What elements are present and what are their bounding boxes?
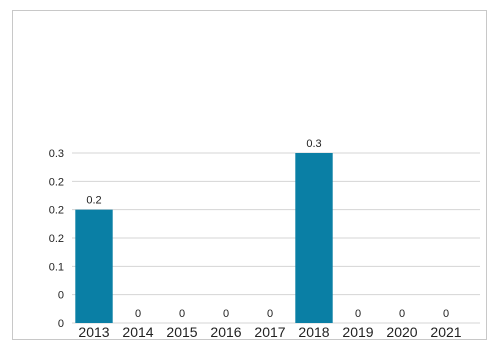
data-label-2017: 0 — [267, 308, 273, 320]
bar-2013 — [75, 209, 113, 323]
x-tick-label-2015: 2015 — [166, 324, 197, 340]
x-tick-label-2018: 2018 — [298, 324, 329, 340]
data-label-2020: 0 — [399, 308, 405, 320]
grid-lines — [72, 152, 480, 324]
x-axis-ticks: 2013 2014 2015 2016 2017 2018 2019 2020 2021 — [78, 324, 461, 340]
data-label-2021: 0 — [443, 308, 449, 320]
data-label-2013: 0.2 — [86, 195, 101, 207]
data-label-2015: 0 — [179, 308, 185, 320]
y-tick-label: 0.2 — [49, 205, 64, 217]
data-labels: 0.2 0 0 0 0 0.3 0 0 0 — [86, 138, 449, 320]
x-tick-label-2016: 2016 — [210, 324, 241, 340]
data-label-2014: 0 — [135, 308, 141, 320]
data-label-2018: 0.3 — [306, 138, 321, 150]
x-tick-label-2021: 2021 — [430, 324, 461, 340]
bars — [75, 153, 333, 323]
y-tick-label: 0.2 — [49, 176, 64, 188]
y-tick-label: 0.3 — [49, 148, 64, 160]
data-label-2019: 0 — [355, 308, 361, 320]
x-tick-label-2019: 2019 — [342, 324, 373, 340]
y-tick-label: 0 — [58, 290, 64, 302]
y-axis-ticks: 0 0 0.1 0.2 0.2 0.2 0.3 — [49, 148, 64, 330]
y-tick-label: 0.2 — [49, 233, 64, 245]
bar-2018 — [295, 153, 333, 323]
x-tick-label-2020: 2020 — [386, 324, 417, 340]
data-label-2016: 0 — [223, 308, 229, 320]
x-tick-label-2014: 2014 — [122, 324, 153, 340]
y-tick-label: 0.1 — [49, 261, 64, 273]
x-tick-label-2017: 2017 — [254, 324, 285, 340]
y-tick-label: 0 — [58, 318, 64, 330]
x-tick-label-2013: 2013 — [78, 324, 109, 340]
